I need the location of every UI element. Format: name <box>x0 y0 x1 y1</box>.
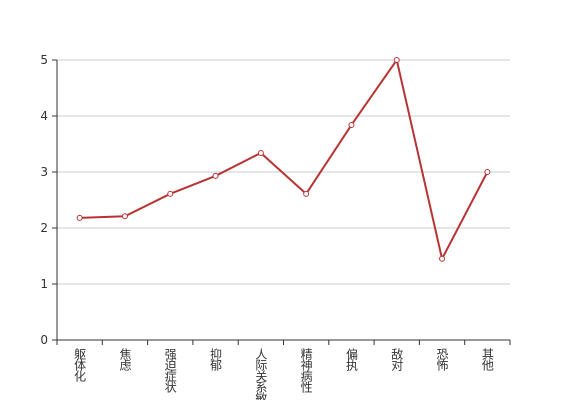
x-tick-label: 躯体化 <box>73 347 87 383</box>
x-tick-label: 焦虑 <box>118 348 132 371</box>
x-tick-label: 偏执 <box>344 347 358 372</box>
x-tick-label: 恐怖 <box>435 348 449 371</box>
x-tick-label: 其他 <box>480 348 494 371</box>
point <box>212 172 219 179</box>
point <box>484 169 491 175</box>
x-tick-label: 精神病性 <box>299 348 313 394</box>
line <box>79 57 489 262</box>
y-tick-label: 1 <box>40 277 48 291</box>
point <box>439 255 446 262</box>
x-tick-label: 敌对 <box>390 347 404 371</box>
point <box>76 214 83 221</box>
point <box>257 149 264 156</box>
point <box>167 190 174 197</box>
x-tick-label: 抑郁 <box>209 347 223 372</box>
point <box>303 190 310 197</box>
y-tick-label: 5 <box>40 53 48 67</box>
y-tick-label: 4 <box>40 109 48 123</box>
point <box>121 213 128 220</box>
y-tick-label: 0 <box>40 333 48 347</box>
point <box>348 121 355 128</box>
point <box>393 57 400 63</box>
x-tick-label: 人际关系敏感 <box>254 348 268 400</box>
x-tick-label: 强迫症状 <box>163 348 177 393</box>
y-tick-label: 3 <box>40 165 48 179</box>
y-tick-label: 2 <box>40 221 48 235</box>
